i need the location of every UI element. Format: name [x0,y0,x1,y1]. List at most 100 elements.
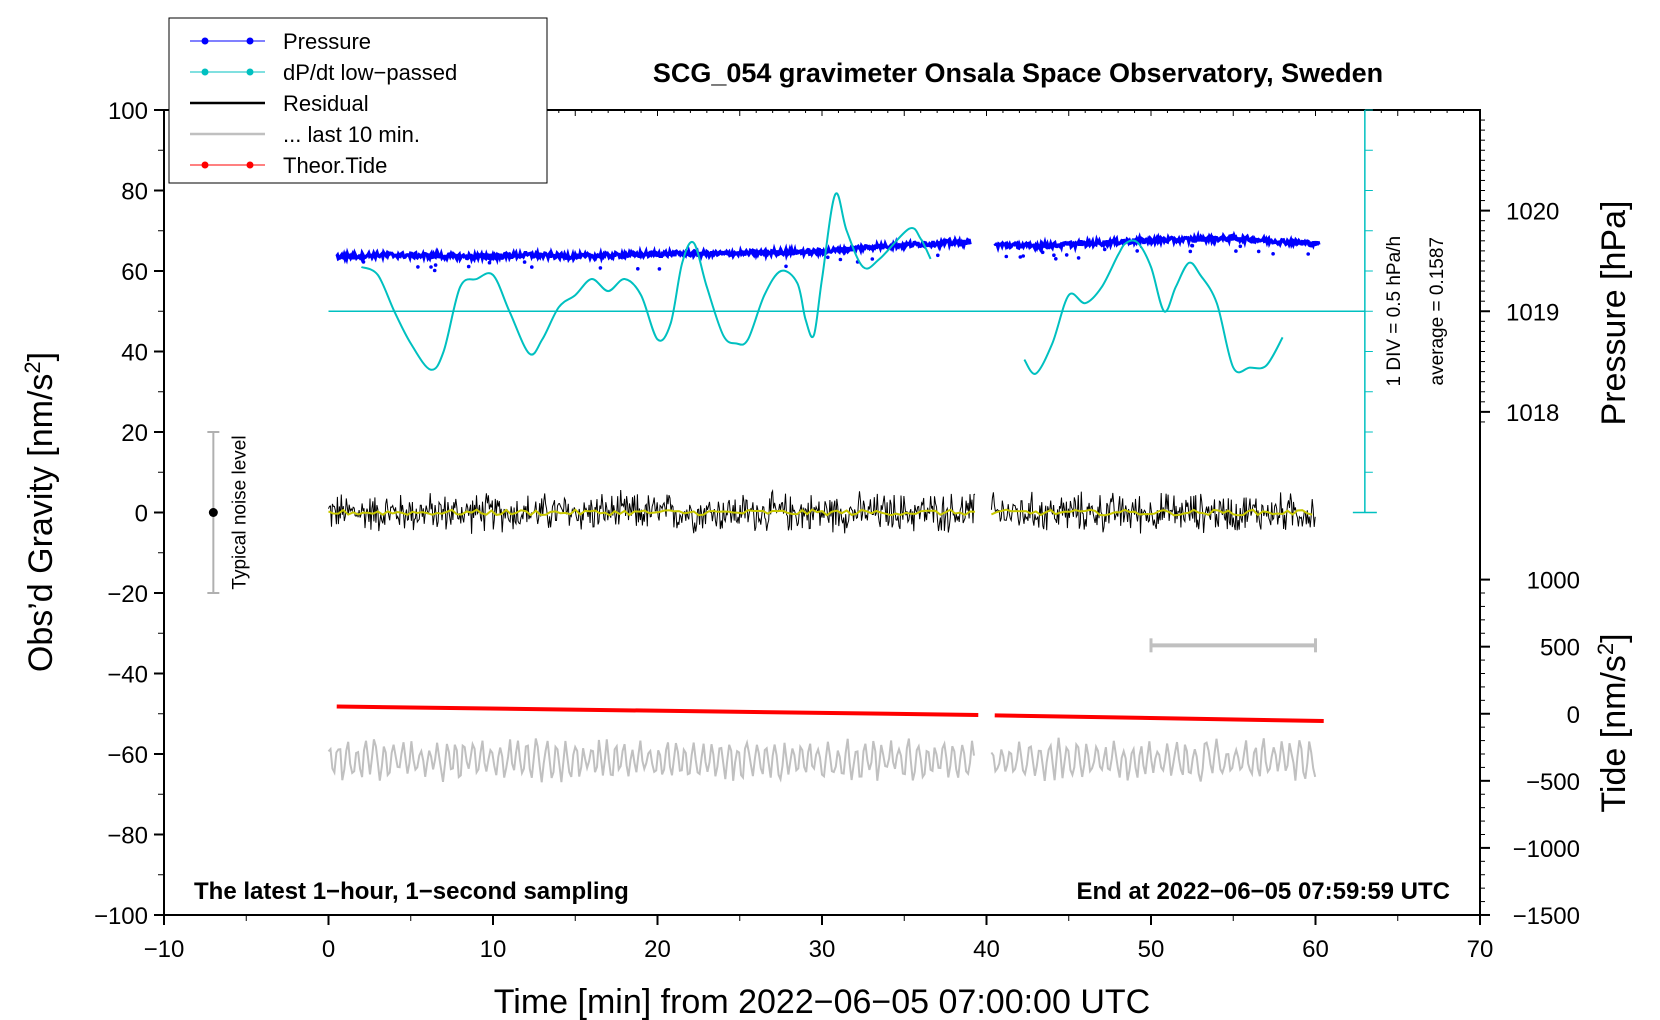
pressure-outlier-point [784,264,788,269]
last-10-min-line [327,738,975,783]
y-axis-title-pressure: Pressure [hPa] [1595,201,1633,426]
pressure-outlier-point [416,265,420,269]
y-tick-label: 60 [121,259,148,286]
pressure-outlier-point [598,266,603,270]
y-axis-title-left: Obs’d Gravity [nm/s2] [20,352,61,672]
y-tick-label: 100 [108,98,148,125]
legend-label: Theor.Tide [283,153,387,178]
legend-marker [201,161,209,169]
pressure-outlier-point [1076,256,1081,260]
residual-smooth-line [328,508,976,517]
y-axis-title-left-end: ] [22,352,60,361]
legend-marker [201,37,209,45]
pressure-outlier-point [1052,253,1056,257]
x-tick-label: 70 [1467,936,1494,963]
pressure-tick-label: 1020 [1506,199,1559,226]
average-label: average = 0.1587 [1427,237,1448,385]
footer-left-note: The latest 1−hour, 1−second sampling [194,878,629,905]
y-tick-label: −20 [107,581,148,608]
pressure-outlier-point [487,260,492,265]
tide-tick-label: −500 [1526,769,1580,796]
dpdt-line [1023,239,1284,375]
legend-marker [246,68,254,76]
residual-line [990,491,1316,534]
pressure-outlier-point [1054,257,1058,261]
pressure-outlier-point [1040,250,1045,255]
legend-marker [201,68,209,76]
x-tick-label: 60 [1302,936,1329,963]
pressure-outlier-point [522,260,527,264]
dpdt-line [360,192,932,371]
y-tick-label: 80 [121,179,148,206]
pressure-outlier-point [1064,253,1069,257]
pressure-outlier-point [1238,244,1243,249]
legend-label: dP/dt low−passed [283,60,457,85]
y-tick-label: 40 [121,340,148,367]
chart-title: SCG_054 gravimeter Onsala Space Observat… [653,58,1383,88]
noise-level-center-point [208,508,218,517]
y-axis-title-tide-sup: 2 [1593,643,1618,655]
y-axis-title-left-sup: 2 [20,361,45,373]
x-tick-label: 0 [322,936,335,963]
pressure-outlier-point [466,264,471,269]
y-axis-title-tide-end: ] [1595,633,1633,642]
theor-tide-line [336,704,979,717]
pressure-outlier-point [1190,243,1194,248]
pressure-outlier-point [530,265,534,269]
y-axis-title-tide: Tide [nm/s2] [1593,633,1634,812]
theor-tide-line [994,713,1324,723]
legend: Pressure dP/dt low−passed Residual ... last… [168,17,548,184]
y-tick-label: −80 [107,823,148,850]
residual-line [328,488,976,534]
x-tick-label: 10 [480,936,507,963]
pressure-outlier-point [870,257,875,261]
pressure-tick-label: 1019 [1506,299,1559,326]
pressure-outlier-point [636,267,640,271]
pressure-outlier-point [1018,255,1023,259]
legend-box [168,17,548,184]
pressure-outlier-point [1135,249,1139,253]
noise-level-label: Typical noise level [229,435,250,589]
legend-label: ... last 10 min. [283,122,420,147]
footer-right-note: End at 2022−06−05 07:59:59 UTC [1076,878,1450,905]
pressure-outlier-point [432,268,437,273]
pressure-outlier-point [1306,252,1310,256]
pressure-outlier-point [936,253,940,258]
pressure-outlier-point [429,265,433,269]
pressure-outlier-point [1004,254,1009,259]
scale-bar-label: 1 DIV = 0.5 hPa/h [1384,236,1405,387]
pressure-tick-label: 1018 [1506,400,1559,427]
pressure-outlier-point [657,267,662,271]
pressure-outlier-point [1188,249,1193,254]
pressure-outlier-point [1021,254,1025,258]
y-tick-label: −60 [107,742,148,769]
x-tick-label: 40 [973,936,1000,963]
x-tick-label: 30 [809,936,836,963]
y-tick-label: −100 [94,903,148,930]
y-tick-label: 20 [121,420,148,447]
pressure-outlier-point [1271,252,1275,256]
tide-tick-label: 1000 [1527,568,1580,595]
legend-marker [246,37,254,45]
series-layer [327,192,1365,783]
tide-tick-label: 0 [1567,702,1580,729]
axis-ticks: −10 0 10 20 30 40 50 60 70−100−80−60−40−20020406… [94,98,1580,963]
pressure-outlier-point [826,255,830,260]
tide-tick-label: −1000 [1513,836,1580,863]
x-tick-label: 20 [644,936,671,963]
y-tick-label: −40 [107,662,148,689]
legend-marker [246,161,254,169]
annotations: Typical noise level 1 DIV = 0.5 hPa/h aver… [207,109,1448,653]
legend-label: Pressure [283,29,371,54]
y-tick-label: 0 [135,501,148,528]
pressure-line [993,230,1321,255]
pressure-outlier-point [838,257,843,262]
pressure-line [335,234,972,266]
tide-tick-label: 500 [1540,635,1580,662]
pressure-outlier-point [1102,247,1107,252]
pressure-outlier-point [1234,249,1238,253]
last-10-min-line [990,737,1317,782]
tide-tick-label: −1500 [1513,903,1580,930]
pressure-outlier-point [433,263,438,267]
